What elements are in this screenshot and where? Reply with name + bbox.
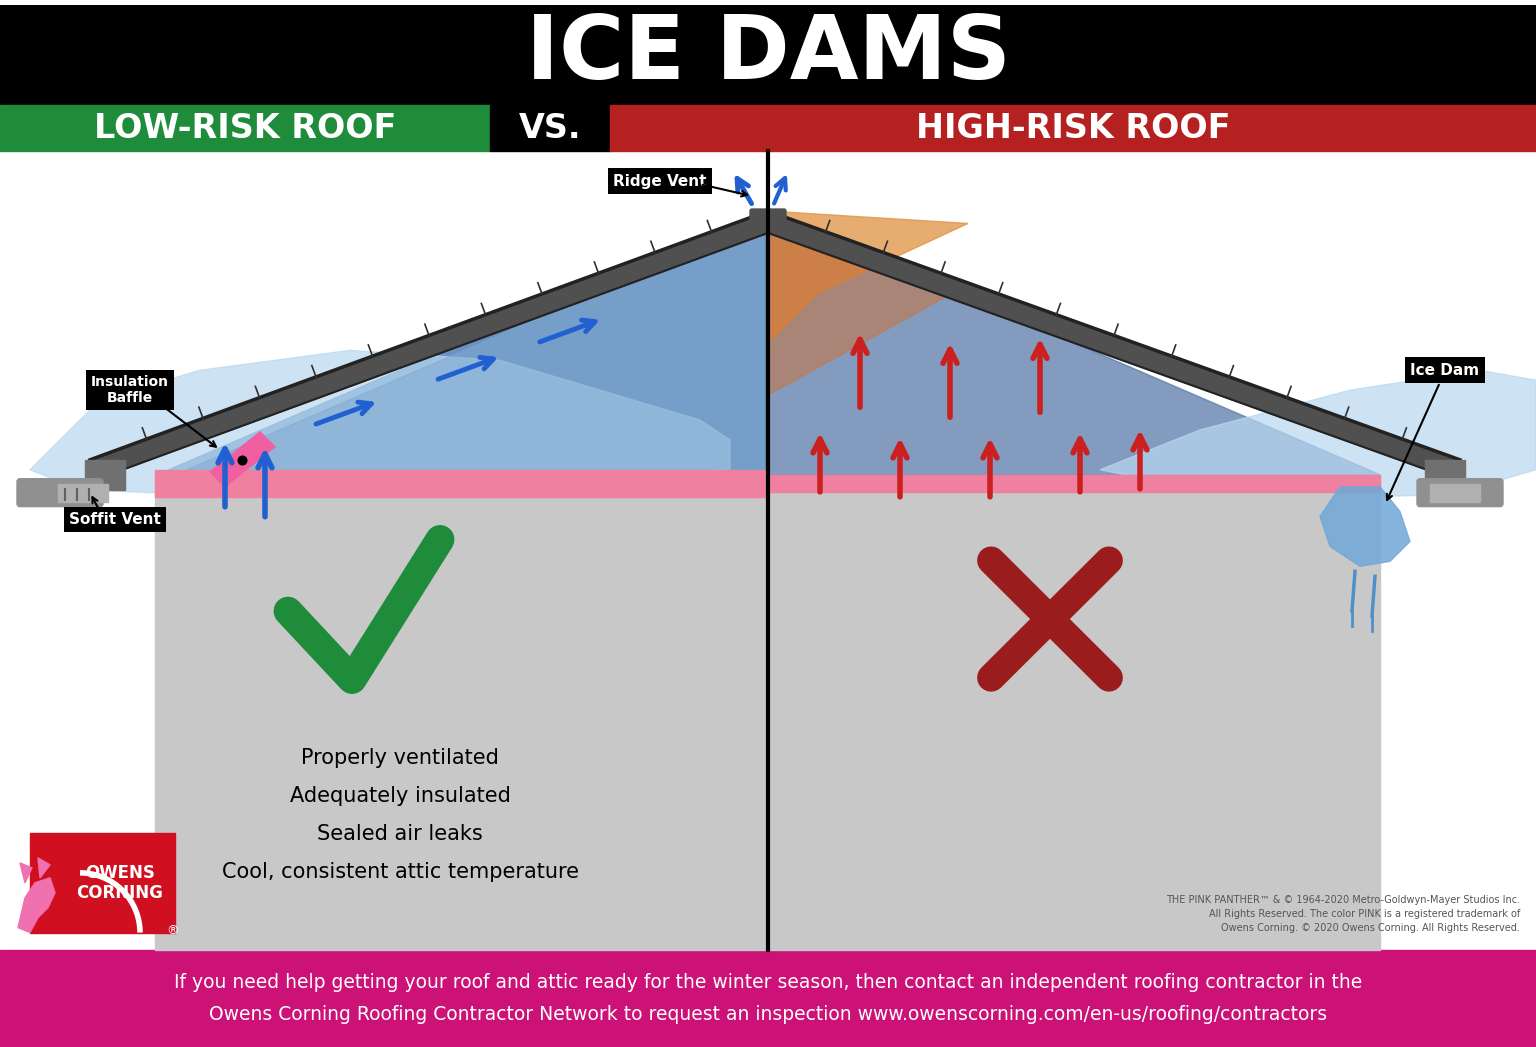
Bar — [768, 474, 1379, 492]
Polygon shape — [210, 432, 275, 487]
Polygon shape — [768, 211, 968, 342]
Polygon shape — [155, 211, 768, 474]
Bar — [768, 474, 1379, 951]
Bar — [0, 951, 1536, 1047]
Polygon shape — [31, 351, 730, 494]
Bar — [155, 470, 768, 496]
Polygon shape — [38, 857, 51, 877]
Text: Adequately insulated: Adequately insulated — [290, 786, 510, 806]
Bar — [1430, 484, 1481, 502]
FancyBboxPatch shape — [750, 209, 786, 231]
Text: If you need help getting your roof and attic ready for the winter season, then c: If you need help getting your roof and a… — [174, 973, 1362, 992]
Text: Properly ventilated: Properly ventilated — [301, 749, 499, 768]
Polygon shape — [768, 211, 1461, 482]
Text: ICE DAMS: ICE DAMS — [525, 12, 1011, 98]
Bar — [84, 460, 124, 490]
Text: ®: ® — [167, 925, 180, 937]
Text: Cool, consistent attic temperature: Cool, consistent attic temperature — [221, 862, 579, 882]
Text: Soffit Vent: Soffit Vent — [69, 512, 161, 527]
Text: THE PINK PANTHER™ & © 1964-2020 Metro-Goldwyn-Mayer Studios Inc.
All Rights Rese: THE PINK PANTHER™ & © 1964-2020 Metro-Go… — [1166, 894, 1521, 933]
Bar — [0, 152, 1536, 951]
Polygon shape — [1100, 371, 1536, 499]
Polygon shape — [18, 877, 55, 933]
Polygon shape — [91, 211, 768, 482]
Bar — [1425, 460, 1465, 490]
Bar — [58, 484, 108, 502]
Polygon shape — [768, 211, 1379, 474]
Polygon shape — [20, 863, 32, 883]
Bar — [31, 833, 175, 933]
Bar — [155, 474, 768, 951]
Bar — [0, 5, 1536, 105]
Text: Insulation
Baffle: Insulation Baffle — [91, 375, 169, 405]
Text: HIGH-RISK ROOF: HIGH-RISK ROOF — [915, 112, 1230, 144]
Polygon shape — [1319, 487, 1410, 566]
Text: LOW-RISK ROOF: LOW-RISK ROOF — [94, 112, 396, 144]
Text: Ridge Vent: Ridge Vent — [613, 174, 707, 188]
Polygon shape — [184, 221, 763, 470]
Polygon shape — [768, 211, 948, 395]
FancyBboxPatch shape — [1418, 478, 1504, 507]
Bar — [610, 105, 1536, 152]
Text: Ice Dam: Ice Dam — [1410, 362, 1479, 378]
Text: OWENS: OWENS — [84, 864, 155, 882]
Text: CORNING: CORNING — [77, 884, 163, 901]
Text: VS.: VS. — [519, 112, 581, 144]
Bar — [0, 105, 490, 152]
FancyBboxPatch shape — [17, 478, 103, 507]
Text: Owens Corning Roofing Contractor Network to request an inspection www.owenscorni: Owens Corning Roofing Contractor Network… — [209, 1005, 1327, 1024]
Text: Sealed air leaks: Sealed air leaks — [316, 824, 482, 844]
Bar — [490, 105, 610, 152]
